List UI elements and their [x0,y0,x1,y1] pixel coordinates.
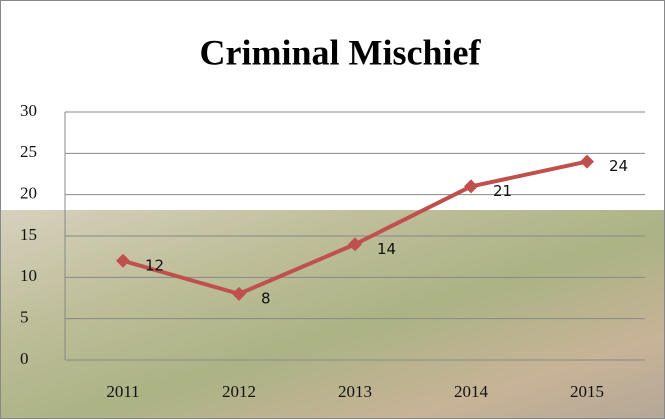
marker [580,154,594,169]
data-label: 24 [609,157,628,175]
y-tick-label: 10 [20,266,37,285]
x-tick-label: 2015 [570,382,604,401]
marker [232,286,246,301]
marker [464,179,478,194]
data-label: 12 [145,256,164,274]
y-tick-label: 25 [20,142,37,161]
data-label: 8 [261,289,271,307]
background-photo [0,210,665,419]
y-tick-label: 0 [20,349,29,368]
x-tick-label: 2011 [106,382,139,401]
y-tick-label: 30 [20,101,37,120]
x-tick-label: 2014 [454,382,489,401]
data-label: 14 [377,240,396,258]
y-tick-label: 5 [20,308,29,327]
y-tick-label: 15 [20,225,37,244]
x-tick-label: 2012 [222,382,256,401]
data-label: 21 [493,182,512,200]
marker [348,237,362,252]
chart-title: Criminal Mischief [200,32,482,72]
x-tick-label: 2013 [338,382,372,401]
marker [116,253,130,268]
y-tick-label: 20 [20,184,37,203]
